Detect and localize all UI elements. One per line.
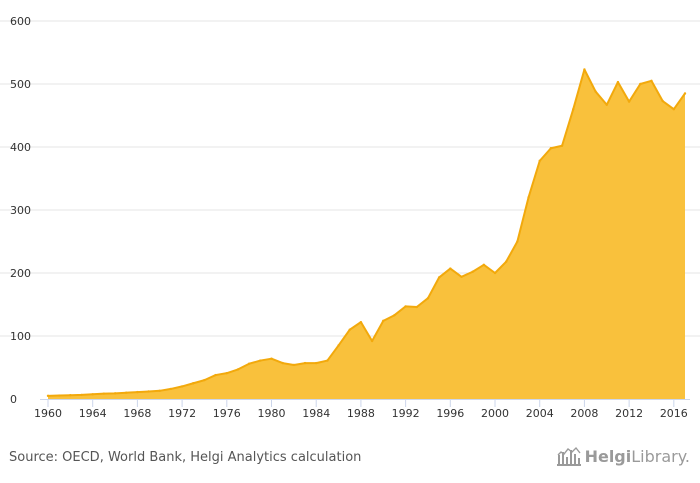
y-tick-label-0: 0 bbox=[10, 393, 17, 406]
x-tick-label-2000: 2000 bbox=[481, 407, 509, 420]
data-point-2016 bbox=[672, 108, 676, 111]
data-point-1988 bbox=[359, 320, 363, 324]
data-point-1978 bbox=[247, 362, 251, 365]
x-axis bbox=[40, 399, 690, 407]
x-tick-label-2004: 2004 bbox=[526, 407, 554, 420]
data-point-2005 bbox=[549, 147, 553, 150]
data-point-2012 bbox=[627, 100, 631, 103]
data-point-1977 bbox=[236, 368, 240, 371]
data-point-1966 bbox=[113, 392, 117, 395]
data-point-1963 bbox=[80, 393, 83, 397]
data-point-2001 bbox=[504, 260, 508, 263]
x-tick-label-1984: 1984 bbox=[302, 407, 330, 420]
data-point-1999 bbox=[482, 263, 486, 267]
data-point-1974 bbox=[203, 378, 206, 382]
x-tick-label-2012: 2012 bbox=[615, 407, 643, 420]
y-axis-labels: 0 100 200 300 400 500 600 bbox=[10, 15, 31, 406]
x-tick-label-1992: 1992 bbox=[392, 407, 420, 420]
data-point-2007 bbox=[572, 108, 575, 111]
x-axis-labels: 1960 1964 1968 1972 1976 1980 1984 1988 1992 1996… bbox=[34, 407, 688, 420]
data-point-2015 bbox=[661, 99, 664, 103]
x-tick-label-1988: 1988 bbox=[347, 407, 375, 420]
y-tick-label-200: 200 bbox=[10, 267, 31, 280]
series-area-group bbox=[46, 68, 687, 399]
data-point-1989 bbox=[370, 339, 374, 343]
y-tick-label-300: 300 bbox=[10, 204, 31, 217]
x-tick-label-1980: 1980 bbox=[258, 407, 286, 420]
data-point-1962 bbox=[69, 394, 72, 397]
data-point-1976 bbox=[225, 371, 229, 375]
y-tick-label-500: 500 bbox=[10, 78, 31, 91]
data-point-1998 bbox=[471, 270, 474, 273]
data-point-1985 bbox=[326, 359, 329, 362]
x-tick-label-2016: 2016 bbox=[660, 407, 688, 420]
library-building-icon bbox=[556, 446, 581, 466]
y-tick-label-400: 400 bbox=[10, 141, 31, 154]
data-point-1982 bbox=[292, 363, 296, 367]
data-point-2004 bbox=[538, 159, 541, 163]
data-point-1968 bbox=[136, 390, 139, 394]
data-point-1975 bbox=[214, 373, 217, 377]
data-point-1979 bbox=[259, 359, 262, 362]
data-point-1990 bbox=[382, 319, 385, 323]
series-line bbox=[47, 68, 686, 397]
x-tick-label-1968: 1968 bbox=[123, 407, 151, 420]
brand-name-part-1: Helgi bbox=[584, 446, 632, 466]
x-tick-label-1964: 1964 bbox=[79, 407, 107, 420]
data-point-2003 bbox=[527, 196, 530, 199]
x-tick-label-1996: 1996 bbox=[436, 407, 464, 420]
data-point-2000 bbox=[493, 271, 497, 275]
data-point-1967 bbox=[125, 391, 128, 394]
data-point-1987 bbox=[348, 328, 351, 331]
area-chart: 0 100 200 300 400 500 600 1960 1964 1968 1972 1976… bbox=[0, 15, 700, 420]
x-tick-label-1972: 1972 bbox=[168, 407, 196, 420]
data-point-1973 bbox=[192, 382, 195, 385]
data-point-1983 bbox=[303, 361, 307, 365]
data-point-2008 bbox=[583, 68, 586, 71]
data-point-1961 bbox=[57, 394, 61, 397]
data-point-1991 bbox=[393, 314, 396, 317]
data-point-2013 bbox=[639, 82, 642, 86]
x-tick-label-1960: 1960 bbox=[34, 407, 62, 420]
x-tick-label-1976: 1976 bbox=[213, 407, 241, 420]
data-point-1971 bbox=[169, 387, 173, 391]
y-tick-label-600: 600 bbox=[10, 15, 31, 28]
data-point-1993 bbox=[415, 305, 418, 309]
data-point-1997 bbox=[460, 275, 463, 278]
helgi-library-logo[interactable]: Helgi Library. bbox=[556, 446, 690, 466]
data-point-2014 bbox=[650, 79, 653, 83]
source-note: Source: OECD, World Bank, Helgi Analytic… bbox=[9, 450, 362, 465]
x-tick-label-2008: 2008 bbox=[570, 407, 598, 420]
series-area-fill bbox=[48, 69, 685, 399]
data-point-1972 bbox=[180, 385, 184, 388]
data-point-1960 bbox=[46, 394, 50, 398]
data-point-2009 bbox=[594, 90, 597, 93]
y-tick-label-100: 100 bbox=[10, 330, 31, 343]
data-point-1969 bbox=[147, 390, 150, 393]
data-point-1986 bbox=[337, 344, 340, 347]
data-point-1965 bbox=[102, 392, 106, 395]
data-point-1994 bbox=[426, 297, 430, 300]
data-point-2010 bbox=[605, 103, 608, 106]
data-point-2011 bbox=[616, 80, 620, 84]
data-point-1964 bbox=[91, 393, 94, 396]
data-point-1984 bbox=[315, 361, 318, 365]
data-point-2017 bbox=[683, 92, 687, 95]
data-point-2006 bbox=[560, 144, 564, 147]
data-point-1995 bbox=[437, 276, 441, 279]
data-point-2002 bbox=[516, 240, 519, 243]
data-point-1996 bbox=[449, 267, 452, 270]
data-point-1980 bbox=[270, 357, 273, 360]
brand-name-part-2: Library. bbox=[631, 446, 690, 466]
data-point-1992 bbox=[404, 305, 407, 308]
data-point-1981 bbox=[281, 361, 284, 365]
data-point-1970 bbox=[158, 389, 161, 393]
